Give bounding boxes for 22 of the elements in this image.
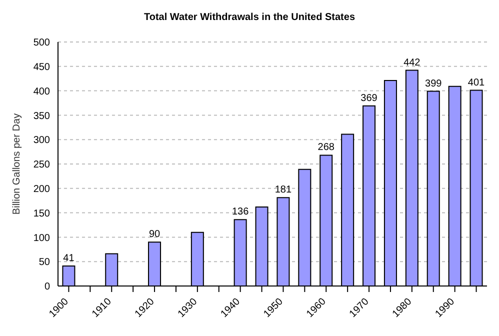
y-tick-label: 450 (33, 62, 50, 73)
data-label: 136 (232, 206, 250, 218)
y-tick-label: 50 (38, 257, 50, 268)
data-label: 369 (360, 92, 378, 104)
y-tick-label: 100 (33, 232, 50, 244)
data-label: 90 (148, 229, 161, 240)
data-label: 268 (318, 142, 335, 154)
data-label: 442 (404, 57, 421, 68)
data-label: 401 (468, 77, 486, 88)
y-tick-label: 300 (33, 135, 50, 146)
data-label: 41 (63, 252, 75, 264)
data-label: 399 (425, 78, 442, 90)
chart-title: Total Water Withdrawals in the United States (142, 12, 356, 23)
y-tick-label: 350 (33, 110, 50, 122)
y-axis-title: Billion Gallons per Day (12, 113, 23, 215)
y-tick-label: 0 (44, 282, 50, 293)
y-tick-label: 400 (33, 86, 50, 98)
y-tick-label: 500 (33, 38, 50, 49)
y-tick-label: 200 (33, 184, 50, 195)
data-label: 181 (274, 184, 292, 196)
y-tick-label: 150 (33, 208, 50, 220)
y-tick-label: 250 (33, 160, 50, 171)
